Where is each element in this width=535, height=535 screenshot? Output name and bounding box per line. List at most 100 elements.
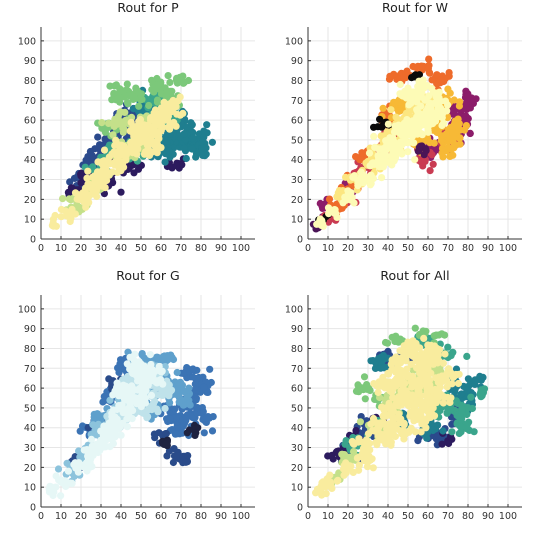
- scatter-point: [123, 80, 131, 88]
- scatter-point: [151, 397, 159, 405]
- scatter-point: [370, 132, 378, 140]
- y-tick-label: 10: [24, 215, 36, 226]
- scatter-point: [153, 98, 162, 106]
- y-tick-label: 0: [297, 503, 303, 514]
- scatter-point: [82, 203, 90, 211]
- y-tick-label: 40: [24, 423, 36, 434]
- scatter-point: [57, 492, 65, 500]
- x-tick-label: 40: [382, 511, 394, 522]
- scatter-point: [200, 127, 208, 135]
- scatter-point: [325, 195, 334, 203]
- panel-title: Rout for P: [117, 0, 179, 15]
- scatter-point: [392, 422, 400, 430]
- scatter-point: [152, 145, 160, 153]
- scatter-point: [395, 107, 403, 115]
- scatter-point: [344, 190, 352, 198]
- x-tick-label: 50: [402, 243, 414, 254]
- x-tick-label: 30: [362, 511, 374, 522]
- scatter-point: [176, 73, 184, 81]
- scatter-point: [106, 396, 114, 404]
- scatter-point: [432, 399, 440, 407]
- scatter-point: [427, 117, 435, 125]
- scatter-point: [169, 458, 177, 467]
- scatter-point: [102, 161, 110, 169]
- y-tick-label: 70: [291, 96, 303, 107]
- x-tick-label: 20: [342, 243, 354, 254]
- scatter-point: [105, 119, 113, 127]
- scatter-point: [132, 363, 140, 371]
- scatter-point: [187, 119, 195, 127]
- scatter-point: [188, 145, 196, 153]
- scatter-point: [319, 478, 327, 486]
- x-tick-label: 80: [462, 243, 474, 254]
- y-tick-label: 20: [24, 195, 36, 206]
- scatter-point: [434, 367, 442, 375]
- scatter-point: [439, 359, 447, 367]
- scatter-point: [377, 132, 385, 140]
- scatter-point: [119, 382, 127, 390]
- scatter-point: [447, 352, 455, 360]
- scatter-point: [200, 429, 208, 437]
- scatter-point: [420, 82, 428, 90]
- x-tick-label: 100: [499, 511, 517, 522]
- scatter-point: [467, 393, 475, 401]
- scatter-point: [387, 431, 395, 439]
- scatter-point: [439, 399, 447, 407]
- scatter-point: [367, 420, 375, 428]
- scatter-point: [411, 156, 419, 164]
- scatter-point: [385, 143, 394, 151]
- scatter-point: [458, 405, 466, 413]
- scatter-point: [183, 429, 191, 437]
- scatter-point: [333, 477, 341, 485]
- scatter-point: [369, 414, 378, 423]
- y-tick-label: 10: [291, 215, 303, 226]
- scatter-point: [455, 120, 463, 128]
- scatter-point: [429, 404, 437, 412]
- scatter-point: [162, 429, 170, 438]
- scatter-point: [435, 94, 443, 102]
- scatter-point: [208, 427, 217, 435]
- scatter-point: [313, 220, 321, 228]
- scatter-point: [394, 335, 402, 343]
- scatter-point: [128, 138, 136, 146]
- scatter-point: [102, 125, 110, 133]
- x-tick-label: 40: [115, 511, 127, 522]
- scatter-point: [100, 146, 109, 154]
- scatter-point: [379, 104, 387, 112]
- scatter-point: [173, 387, 181, 395]
- scatter-point: [456, 413, 464, 421]
- scatter-point: [359, 386, 367, 394]
- scatter-point: [138, 351, 146, 359]
- scatter-point: [423, 434, 431, 442]
- scatter-point: [138, 375, 146, 383]
- scatter-point: [392, 127, 400, 135]
- scatter-point: [426, 109, 434, 117]
- scatter-point: [186, 401, 194, 409]
- scatter-point: [368, 159, 376, 167]
- scatter-point: [129, 122, 137, 130]
- scatter-point: [335, 187, 343, 195]
- scatter-points: [312, 324, 489, 499]
- y-tick-label: 50: [24, 135, 36, 146]
- x-tick-label: 70: [442, 511, 454, 522]
- scatter-point: [209, 413, 217, 421]
- x-tick-label: 90: [482, 243, 494, 254]
- scatter-point: [109, 131, 117, 139]
- scatter-point: [389, 394, 397, 402]
- x-tick-label: 20: [75, 243, 87, 254]
- scatter-point: [464, 375, 472, 383]
- panel-title: Rout for G: [116, 268, 179, 283]
- scatter-point: [182, 415, 190, 423]
- y-tick-label: 0: [30, 235, 36, 246]
- x-tick-label: 40: [115, 243, 127, 254]
- scatter-point: [135, 385, 144, 393]
- scatter-point: [109, 406, 117, 414]
- y-tick-label: 20: [24, 463, 36, 474]
- scatter-point: [418, 402, 426, 410]
- scatter-point: [366, 439, 374, 448]
- scatter-point: [454, 379, 462, 388]
- scatter-point: [136, 115, 145, 124]
- scatter-point: [448, 380, 456, 388]
- scatter-point: [439, 119, 448, 127]
- scatter-point: [175, 392, 183, 401]
